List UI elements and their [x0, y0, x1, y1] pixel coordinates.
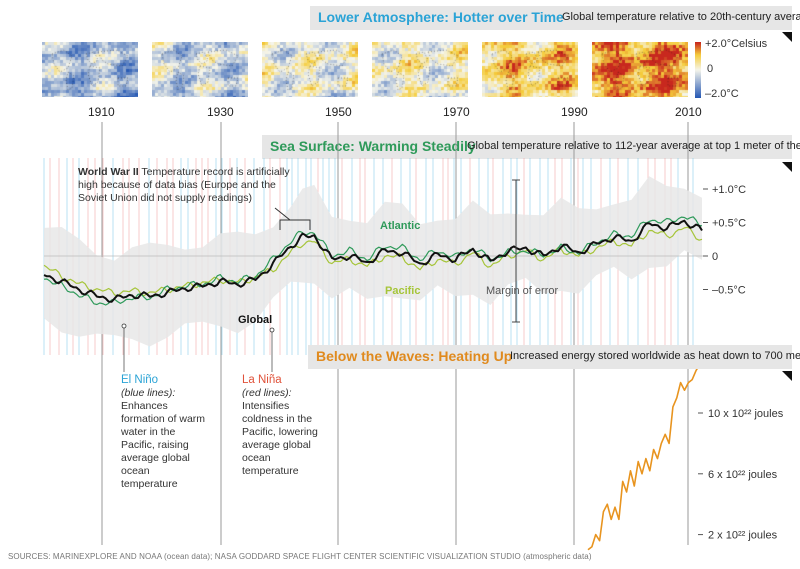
el-nino-marker [121, 323, 127, 329]
year-label: 1950 [325, 105, 352, 119]
waves-header: Below the Waves: Heating Up Increased en… [308, 345, 800, 369]
sea-header: Sea Surface: Warming Steadily Global tem… [262, 135, 800, 159]
el-nino-note: El Niño (blue lines): Enhances formation… [121, 374, 207, 491]
el-nino-title: El Niño [121, 374, 159, 386]
sea-subtitle: Global temperature relative to 112-year … [467, 140, 800, 152]
temperature-map [262, 42, 358, 97]
la-nina-text: Intensifies coldness in the Pacific, low… [242, 400, 318, 477]
series-line-pacific [43, 226, 703, 297]
y-tick-label: +1.0°C [712, 184, 746, 196]
atmosphere-title: Lower Atmosphere: Hotter over Time [318, 9, 564, 25]
atlantic-label: Atlantic [380, 220, 421, 232]
sea-title: Sea Surface: Warming Steadily [270, 138, 476, 154]
global-label: Global [238, 314, 273, 326]
series-line-global [43, 219, 703, 303]
temperature-map [152, 42, 248, 97]
colorbar-top-label: +2.0°Celsius [705, 38, 768, 50]
heat-content-line [587, 366, 699, 551]
la-nina-paren: (red lines): [242, 387, 292, 399]
corner-marker-1 [782, 32, 792, 42]
temperature-map [482, 42, 578, 97]
corner-marker-3 [782, 371, 792, 381]
pacific-label: Pacific [385, 285, 421, 297]
y-tick-label: –0.5°C [712, 285, 746, 297]
la-nina-note: La Niña (red lines): Intensifies coldnes… [242, 374, 320, 478]
corner-marker-2 [782, 162, 792, 172]
y-tick-label: +0.5°C [712, 218, 746, 230]
la-nina-title: La Niña [242, 374, 282, 386]
atmosphere-subtitle: Global temperature relative to 20th-cent… [562, 11, 800, 23]
colorbar-bottom-label: –2.0°C [705, 88, 739, 100]
year-label: 1930 [207, 105, 234, 119]
ww2-bracket [279, 219, 310, 230]
colorbar [695, 42, 701, 98]
ww2-text: Temperature record is artificially high … [78, 166, 290, 204]
year-label: 1990 [561, 105, 588, 119]
waves-title: Below the Waves: Heating Up [316, 348, 513, 364]
year-label: 2010 [675, 105, 702, 119]
el-nino-paren: (blue lines): [121, 387, 176, 399]
heat-y-tick-label: 6 x 10²² joules [708, 469, 778, 481]
y-tick-label: 0 [712, 251, 718, 263]
temperature-map [372, 42, 468, 97]
margin-of-error-label: Margin of error [486, 285, 559, 297]
colorbar-mid-label: 0 [707, 63, 714, 75]
ww2-title: World War II [78, 166, 139, 178]
atmosphere-header: Lower Atmosphere: Hotter over Time Globa… [310, 6, 800, 30]
waves-subtitle: Increased energy stored worldwide as hea… [510, 350, 800, 362]
temperature-map [42, 42, 138, 97]
source-credit: SOURCES: MARINEXPLORE AND NOAA (ocean da… [8, 552, 592, 561]
la-nina-marker [269, 327, 275, 333]
el-nino-text: Enhances formation of warm water in the … [121, 400, 206, 490]
year-label: 1970 [443, 105, 470, 119]
ww2-note: World War II Temperature record is artif… [78, 166, 298, 205]
heat-y-tick-label: 2 x 10²² joules [708, 530, 778, 542]
year-label: 1910 [88, 105, 115, 119]
heat-y-tick-label: 10 x 10²² joules [708, 408, 784, 420]
temperature-map [592, 42, 688, 97]
